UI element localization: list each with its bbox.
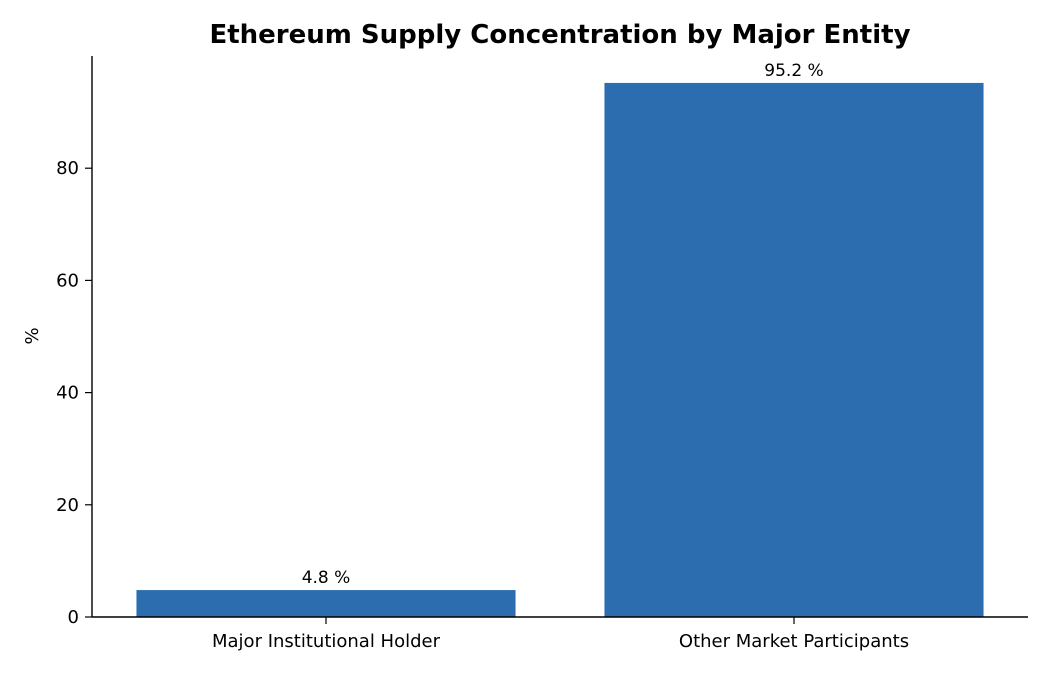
y-tick-label-1: 20 bbox=[56, 495, 79, 516]
y-tick-label-0: 0 bbox=[68, 607, 79, 628]
y-axis-label: % bbox=[22, 327, 43, 344]
data-label-1: 95.2 % bbox=[764, 61, 823, 81]
chart-title: Ethereum Supply Concentration by Major E… bbox=[209, 20, 910, 50]
y-tick-label-3: 60 bbox=[56, 270, 79, 291]
x-tick-label-0: Major Institutional Holder bbox=[212, 631, 441, 652]
y-tick-label-2: 40 bbox=[56, 383, 79, 404]
data-label-0: 4.8 % bbox=[302, 568, 351, 588]
x-tick-label-1: Other Market Participants bbox=[679, 631, 909, 652]
bar-1 bbox=[604, 82, 984, 618]
bars-group: 4.8 % 95.2 % bbox=[136, 61, 984, 618]
axes-group bbox=[91, 56, 1028, 618]
y-tick-label-4: 80 bbox=[56, 158, 79, 179]
bar-0 bbox=[136, 590, 516, 617]
ticks-group: Major Institutional Holder Other Market P… bbox=[56, 158, 909, 652]
